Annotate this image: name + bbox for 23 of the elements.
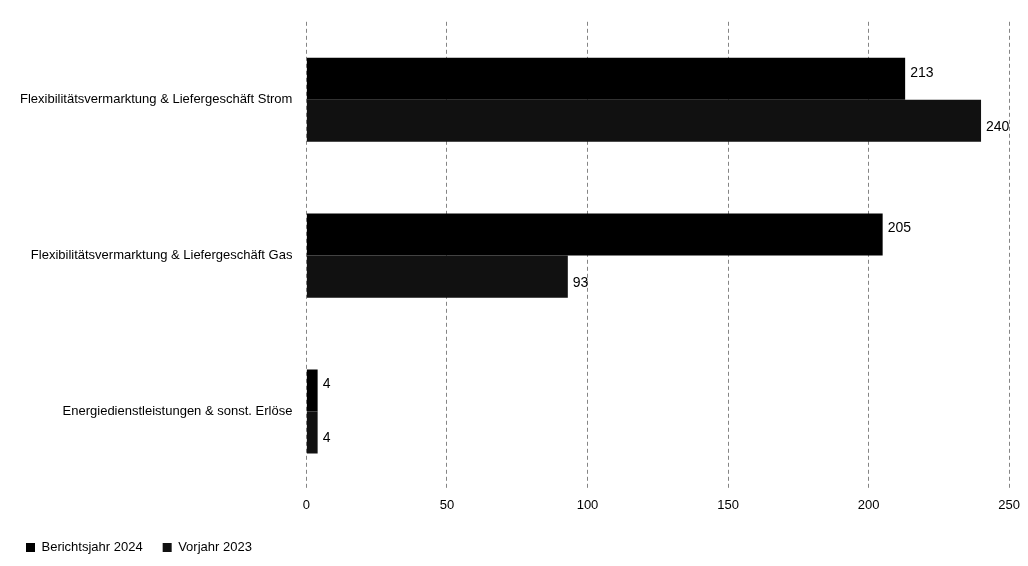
y-tick-label: Flexibilitätsvermarktung & Liefergeschäft Gas	[30, 247, 293, 263]
x-tick-label: 250	[998, 496, 1021, 512]
data-label: 205	[887, 219, 912, 236]
y-tick-label: Flexibilitätsvermarktung & Liefergeschäft Strom	[19, 91, 293, 107]
bar	[306, 213, 883, 256]
legend-label: Vorjahr 2023	[178, 539, 252, 555]
data-label: 4	[322, 375, 331, 392]
x-tick-label: 0	[302, 496, 310, 512]
data-label: 213	[910, 63, 934, 80]
x-tick-label: 100	[576, 496, 599, 512]
y-tick-label: Energiedienstleistungen & sonst. Erlöse	[62, 403, 293, 419]
x-tick-label: 150	[717, 496, 739, 512]
data-label: 240	[986, 117, 1010, 134]
bar	[306, 57, 906, 100]
x-tick-label: 50	[439, 496, 455, 512]
bar	[306, 99, 982, 142]
bar	[306, 369, 318, 412]
bar	[306, 411, 318, 454]
data-label: 4	[322, 429, 331, 446]
legend-label: Berichtsjahr 2024	[41, 539, 143, 555]
bar	[306, 255, 568, 298]
data-label: 93	[572, 273, 589, 290]
x-tick-label: 200	[857, 496, 880, 512]
